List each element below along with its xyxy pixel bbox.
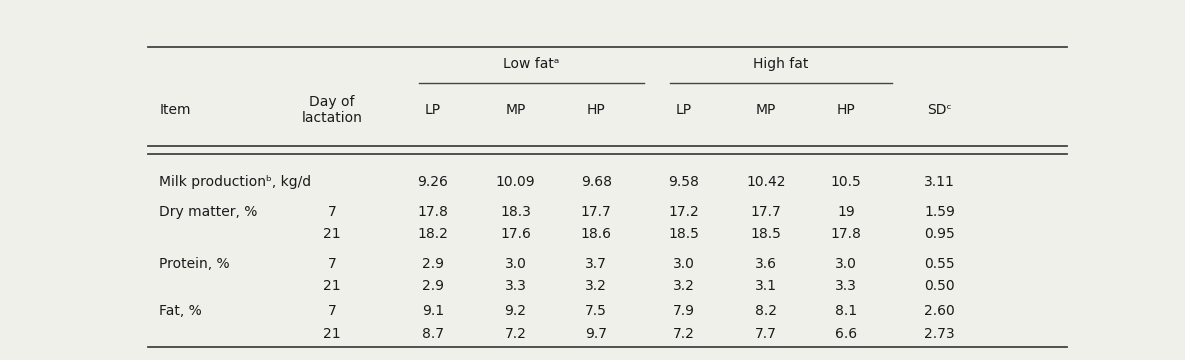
- Text: 18.2: 18.2: [417, 228, 448, 242]
- Text: SDᶜ: SDᶜ: [928, 103, 952, 117]
- Text: 6.6: 6.6: [835, 327, 857, 341]
- Text: 3.1: 3.1: [755, 279, 777, 293]
- Text: 17.6: 17.6: [500, 228, 531, 242]
- Text: 10.5: 10.5: [831, 175, 861, 189]
- Text: Milk productionᵇ, kg/d: Milk productionᵇ, kg/d: [159, 175, 312, 189]
- Text: 17.8: 17.8: [417, 205, 448, 219]
- Text: 3.0: 3.0: [505, 257, 526, 271]
- Text: 0.50: 0.50: [924, 279, 955, 293]
- Text: 17.2: 17.2: [668, 205, 699, 219]
- Text: MP: MP: [756, 103, 776, 117]
- Text: 3.3: 3.3: [505, 279, 526, 293]
- Text: 1.59: 1.59: [924, 205, 955, 219]
- Text: 17.7: 17.7: [751, 205, 782, 219]
- Text: Fat, %: Fat, %: [159, 304, 201, 318]
- Text: 9.1: 9.1: [422, 304, 444, 318]
- Text: High fat: High fat: [754, 57, 808, 71]
- Text: 0.95: 0.95: [924, 228, 955, 242]
- Text: 3.7: 3.7: [585, 257, 607, 271]
- Text: LP: LP: [675, 103, 692, 117]
- Text: 7: 7: [327, 205, 337, 219]
- Text: 7: 7: [327, 257, 337, 271]
- Text: 21: 21: [324, 228, 340, 242]
- Text: 10.09: 10.09: [495, 175, 536, 189]
- Text: 3.0: 3.0: [835, 257, 857, 271]
- Text: 9.2: 9.2: [505, 304, 526, 318]
- Text: 7.2: 7.2: [673, 327, 694, 341]
- Text: 3.3: 3.3: [835, 279, 857, 293]
- Text: 8.1: 8.1: [835, 304, 857, 318]
- Text: HP: HP: [587, 103, 606, 117]
- Text: 9.26: 9.26: [417, 175, 448, 189]
- Text: 9.68: 9.68: [581, 175, 611, 189]
- Text: 17.8: 17.8: [831, 228, 861, 242]
- Text: 10.42: 10.42: [747, 175, 786, 189]
- Text: 7.9: 7.9: [673, 304, 694, 318]
- Text: Protein, %: Protein, %: [159, 257, 230, 271]
- Text: 21: 21: [324, 279, 340, 293]
- Text: Item: Item: [159, 103, 191, 117]
- Text: MP: MP: [505, 103, 526, 117]
- Text: Day of
lactation: Day of lactation: [301, 95, 363, 125]
- Text: 9.7: 9.7: [585, 327, 607, 341]
- Text: 3.6: 3.6: [755, 257, 777, 271]
- Text: 18.6: 18.6: [581, 228, 611, 242]
- Text: 9.58: 9.58: [668, 175, 699, 189]
- Text: 19: 19: [838, 205, 854, 219]
- Text: Low fatᵃ: Low fatᵃ: [504, 57, 559, 71]
- Text: 7.5: 7.5: [585, 304, 607, 318]
- Text: 18.5: 18.5: [668, 228, 699, 242]
- Text: 0.55: 0.55: [924, 257, 955, 271]
- Text: HP: HP: [837, 103, 856, 117]
- Text: 18.5: 18.5: [751, 228, 782, 242]
- Text: 8.2: 8.2: [755, 304, 777, 318]
- Text: 7.7: 7.7: [755, 327, 777, 341]
- Text: 3.11: 3.11: [924, 175, 955, 189]
- Text: 3.2: 3.2: [585, 279, 607, 293]
- Text: 3.0: 3.0: [673, 257, 694, 271]
- Text: 3.2: 3.2: [673, 279, 694, 293]
- Text: 2.60: 2.60: [924, 304, 955, 318]
- Text: 7: 7: [327, 304, 337, 318]
- Text: LP: LP: [424, 103, 441, 117]
- Text: 2.9: 2.9: [422, 257, 444, 271]
- Text: 7.2: 7.2: [505, 327, 526, 341]
- Text: 18.3: 18.3: [500, 205, 531, 219]
- Text: 8.7: 8.7: [422, 327, 444, 341]
- Text: 2.9: 2.9: [422, 279, 444, 293]
- Text: 21: 21: [324, 327, 340, 341]
- Text: 17.7: 17.7: [581, 205, 611, 219]
- Text: 2.73: 2.73: [924, 327, 955, 341]
- Text: Dry matter, %: Dry matter, %: [159, 205, 257, 219]
